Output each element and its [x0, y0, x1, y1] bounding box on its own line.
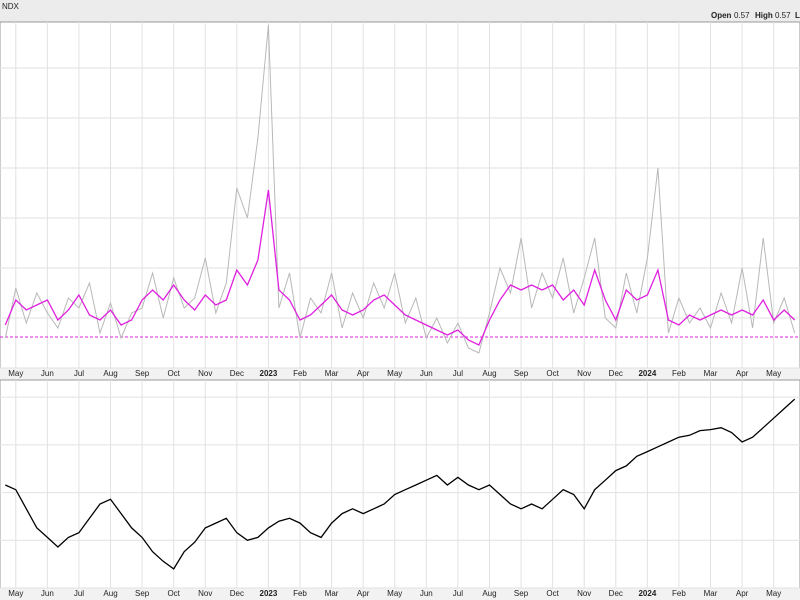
x-tick-label: Sep: [135, 589, 150, 598]
x-tick-label: May: [766, 589, 781, 598]
x-tick-label: Jul: [74, 589, 84, 598]
x-tick-label: Nov: [577, 369, 591, 378]
x-tick-label: Sep: [514, 589, 529, 598]
symbol: NDX: [2, 2, 20, 11]
x-tick-label: Jul: [453, 589, 463, 598]
x-tick-label: Mar: [704, 589, 718, 598]
x-tick-label: Dec: [609, 369, 623, 378]
header-bar: [0, 0, 800, 22]
x-tick-label: Aug: [482, 369, 496, 378]
x-tick-label: Apr: [357, 369, 370, 378]
x-tick-label: Oct: [546, 589, 559, 598]
x-tick-label: Aug: [103, 589, 117, 598]
x-tick-label: Nov: [198, 369, 212, 378]
x-tick-label: Nov: [577, 589, 591, 598]
x-tick-label: Sep: [135, 369, 150, 378]
low-label: L: [795, 11, 800, 20]
x-tick-label: Sep: [514, 369, 529, 378]
high-label: High: [755, 11, 773, 20]
upper-axis-band: [0, 368, 800, 380]
x-tick-label: 2023: [260, 589, 278, 598]
x-tick-label: Jun: [41, 369, 54, 378]
x-tick-label: Mar: [325, 589, 339, 598]
x-tick-label: Feb: [672, 589, 686, 598]
x-tick-label: Jun: [420, 369, 433, 378]
x-tick-label: Feb: [293, 589, 307, 598]
x-tick-label: 2024: [638, 589, 656, 598]
x-tick-label: Dec: [609, 589, 623, 598]
x-tick-label: Feb: [293, 369, 307, 378]
x-tick-label: Dec: [230, 589, 244, 598]
x-tick-label: May: [387, 589, 402, 598]
x-tick-label: Apr: [736, 369, 749, 378]
x-tick-label: Aug: [103, 369, 117, 378]
x-tick-label: Jun: [420, 589, 433, 598]
x-tick-label: May: [8, 589, 23, 598]
high-value: 0.57: [775, 11, 791, 20]
open-label: Open: [711, 11, 732, 20]
x-tick-label: 2024: [638, 369, 656, 378]
x-tick-label: Jun: [41, 589, 54, 598]
x-tick-label: Mar: [704, 369, 718, 378]
x-tick-label: Aug: [482, 589, 496, 598]
x-tick-label: Mar: [325, 369, 339, 378]
x-tick-label: May: [766, 369, 781, 378]
x-tick-label: Oct: [546, 369, 559, 378]
x-tick-label: Dec: [230, 369, 244, 378]
lower-panel: [0, 379, 800, 589]
open-value: 0.57: [734, 11, 750, 20]
x-tick-label: May: [8, 369, 23, 378]
x-tick-label: Apr: [736, 589, 749, 598]
series-line: [4, 189, 796, 346]
upper-panel: [0, 21, 800, 369]
x-tick-label: Jul: [74, 369, 84, 378]
x-tick-label: Jul: [453, 369, 463, 378]
x-tick-label: Apr: [357, 589, 370, 598]
series-line: [5, 398, 796, 570]
x-tick-label: May: [387, 369, 402, 378]
x-tick-label: Oct: [167, 589, 180, 598]
x-tick-label: Feb: [672, 369, 686, 378]
x-tick-label: Nov: [198, 589, 212, 598]
x-tick-label: 2023: [260, 369, 278, 378]
x-tick-label: Oct: [167, 369, 180, 378]
lower-axis-band: [0, 588, 800, 600]
